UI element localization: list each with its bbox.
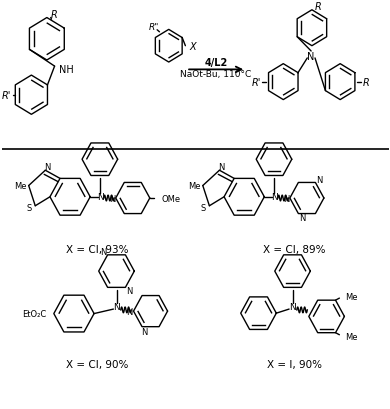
Text: NaOt-Bu, 110°C: NaOt-Bu, 110°C — [180, 70, 252, 79]
Text: N: N — [141, 327, 147, 336]
Text: OMe: OMe — [161, 194, 181, 203]
Text: R: R — [314, 2, 321, 12]
Text: N: N — [44, 162, 51, 171]
Text: N: N — [283, 194, 289, 203]
Text: N: N — [101, 247, 107, 256]
Text: N: N — [289, 302, 296, 311]
Text: N: N — [97, 193, 104, 202]
Text: R: R — [51, 10, 58, 20]
Text: R': R' — [2, 90, 11, 101]
Text: Me: Me — [345, 333, 358, 342]
Text: Me: Me — [345, 293, 358, 302]
Text: N: N — [307, 52, 315, 62]
Text: N: N — [109, 194, 115, 203]
Text: S: S — [27, 203, 32, 212]
Text: N: N — [126, 307, 133, 316]
Text: N: N — [218, 162, 225, 171]
Text: S: S — [201, 203, 206, 212]
Text: N: N — [316, 175, 323, 184]
Text: R": R" — [149, 23, 159, 32]
Text: N: N — [113, 302, 120, 311]
Text: N: N — [299, 213, 305, 222]
Text: X = I, 90%: X = I, 90% — [267, 360, 322, 369]
Text: 4/L2: 4/L2 — [204, 58, 228, 68]
Text: N: N — [126, 286, 133, 295]
Text: X: X — [189, 42, 196, 52]
Text: R': R' — [252, 77, 261, 88]
Text: NH: NH — [59, 64, 74, 74]
Text: N: N — [271, 193, 278, 202]
Text: X = Cl, 89%: X = Cl, 89% — [263, 245, 326, 254]
Text: Me: Me — [14, 182, 27, 191]
Text: X = Cl, 93%: X = Cl, 93% — [66, 245, 128, 254]
Text: X = Cl, 90%: X = Cl, 90% — [66, 360, 128, 369]
Text: Me: Me — [188, 182, 200, 191]
Text: R: R — [363, 77, 369, 88]
Text: EtO₂C: EtO₂C — [23, 309, 47, 318]
